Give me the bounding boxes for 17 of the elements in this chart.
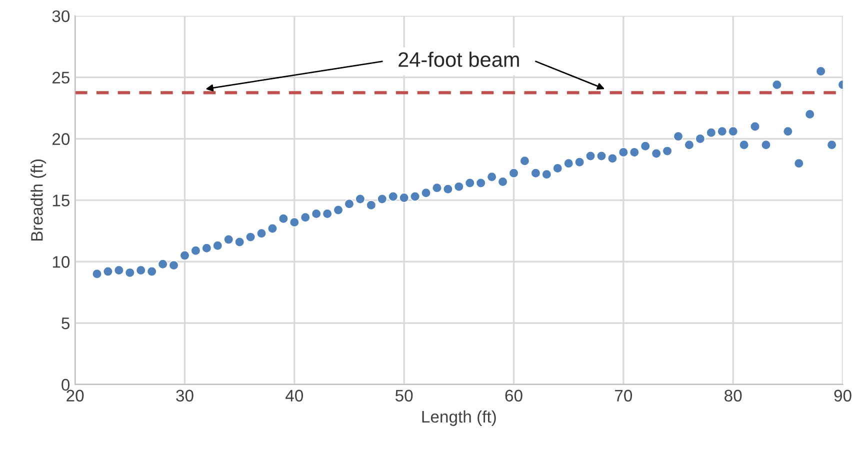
x-tick-label: 90 [834, 390, 852, 402]
x-tick-label: 80 [724, 390, 742, 402]
x-tick-label: 30 [176, 390, 194, 402]
x-tick-label: 40 [286, 390, 304, 402]
y-tick-label: 25 [52, 72, 70, 84]
ref-line-label: 24-foot beam [398, 52, 519, 67]
y-tick-label: 20 [52, 133, 70, 145]
x-axis-title: Length (ft) [422, 410, 496, 426]
y-axis-title: Breadth (ft) [30, 160, 46, 241]
y-tick-label: 5 [62, 318, 70, 330]
y-tick-label: 0 [62, 378, 70, 391]
x-tick-label: 70 [615, 390, 632, 402]
y-tick-label: 15 [52, 194, 70, 206]
x-tick-label: 60 [505, 390, 522, 402]
y-tick-label: 30 [52, 10, 70, 22]
x-tick-label: 50 [395, 390, 413, 402]
y-tick-label: 10 [52, 256, 70, 268]
